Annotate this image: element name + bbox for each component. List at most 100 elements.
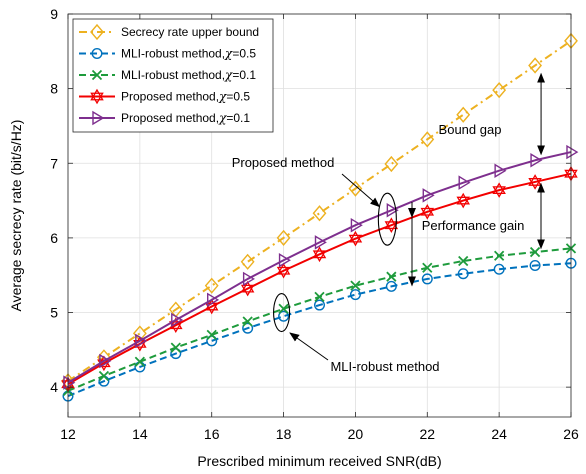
data-point [99,353,112,369]
x-tick-label: 16 [204,426,220,442]
x-tick-label: 14 [132,426,148,442]
series-4 [61,165,578,392]
data-point [314,235,327,250]
data-point [348,180,363,197]
data-point [422,188,435,203]
data-point [278,253,291,268]
proposed-method-label: Proposed method [232,155,335,170]
data-point [420,131,435,148]
legend-label-name: Proposed method, [121,90,219,104]
data-point [278,310,290,322]
data-point [350,217,363,233]
series-line [67,262,572,398]
legend-marker [92,110,105,126]
data-point [385,280,397,292]
data-point [384,217,399,234]
legend-marker [90,23,104,41]
legend-label-param: =0.5 [226,90,250,104]
legend-label-name: MLI-robust method, [121,47,225,61]
x-tick-label: 12 [60,426,76,442]
series-1 [61,32,578,390]
legend-label-name: Proposed method, [121,111,219,125]
axis-ticks: 12 14 16 18 20 22 24 26 4 5 6 7 8 9 [50,6,579,442]
data-point [493,263,505,275]
legend-label-name: MLI-robust method, [121,68,225,82]
data-point [348,230,363,247]
data-point [350,280,361,291]
legend-label-symbol: χ [218,90,227,104]
data-point [314,299,326,311]
series-line [67,151,572,384]
data-point [492,182,506,198]
data-point [206,329,217,341]
legend-label-symbol: χ [224,68,233,82]
data-point [528,57,542,74]
annotation-layer: Bound gap Proposed method Performance gain… [232,72,546,374]
series-line [67,172,572,386]
series-line [67,40,572,383]
data-point [204,277,219,294]
data-point [312,205,327,222]
x-tick-label: 24 [491,426,507,442]
data-point [242,322,254,334]
data-point [276,262,291,279]
legend-entry: Secrecy rate upper bound [79,23,259,41]
legend-entry: Proposed method,χ=0.1 [79,110,250,126]
performance-gain-label: Performance gain [422,218,525,233]
legend-label: MLI-robust method,χ=0.1 [121,68,256,82]
y-tick-label: 6 [50,230,58,246]
data-point [492,82,507,99]
data-point [529,260,541,272]
legend-marker [91,48,103,60]
data-point [456,192,470,209]
data-point [63,375,76,390]
series-5 [63,144,579,390]
x-tick-label: 26 [563,426,579,442]
proposed-ellipse [377,192,397,246]
data-point [276,229,291,246]
data-point [169,317,183,334]
data-point [457,268,469,280]
data-point [135,333,148,349]
x-tick-label: 22 [419,426,435,442]
legend-entry: MLI-robust method,χ=0.1 [79,68,256,82]
x-tick-label: 18 [276,426,292,442]
data-point [98,370,110,382]
data-point [458,175,471,190]
x-tick-label: 20 [348,426,364,442]
data-point [530,153,543,168]
legend-entry: MLI-robust method,χ=0.5 [79,47,256,61]
legend-label-param: =0.1 [232,68,256,82]
data-point [386,271,397,282]
y-tick-label: 7 [50,155,58,171]
mli-robust-arrow [289,332,329,361]
legend-label: Secrecy rate upper bound [121,25,259,39]
legend-label-symbol: χ [218,111,227,125]
data-point [207,292,220,308]
y-axis-label: Average secrecy rate (bit/s/Hz) [8,120,24,312]
data-point [494,163,507,178]
y-tick-label: 9 [50,6,58,22]
legend: Secrecy rate upper bound MLI-robust metho… [72,18,274,133]
legend-label-param: =0.5 [232,47,256,61]
data-point [242,271,256,287]
data-point [278,303,289,314]
data-point [386,203,399,218]
legend-label: Proposed method,χ=0.1 [121,111,250,125]
data-point [494,250,505,261]
legend-label-symbol: χ [224,47,233,61]
data-point [456,106,471,123]
y-tick-label: 8 [50,81,58,97]
mli-robust-method-label: MLI-robust method [330,359,439,374]
data-point [458,255,469,267]
data-point [421,273,433,285]
data-point [170,342,181,353]
bound-gap-label: Bound gap [439,122,502,137]
plot-frame [67,13,572,418]
data-point [384,155,399,173]
data-point [242,316,253,327]
legend-label-name: Secrecy rate upper bound [121,25,259,39]
legend-marker [91,69,103,81]
data-point [566,144,579,160]
